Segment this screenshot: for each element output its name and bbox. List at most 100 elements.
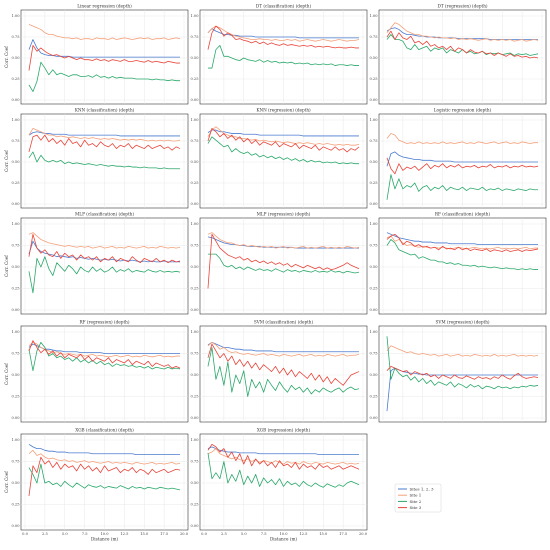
subplot: XGB (classification) (depth) 0.00 0.25 0.50… [4,428,189,542]
y-axis-label: Corr. Coef [4,150,9,172]
panel-title: RF (classification) (depth) [435,212,491,217]
y-tick-label: 0.00 [11,308,20,312]
y-tick-label: 0.50 [369,56,378,60]
y-tick-label: 1.00 [369,118,378,122]
series-line [28,131,181,137]
legend-label: Site 2 [410,499,422,504]
series-line [207,253,360,274]
y-tick-label: 0.25 [11,287,20,291]
y-tick-label: 1.00 [11,330,20,334]
y-tick-label: 0.50 [11,481,20,485]
subplot: XGB (regression) (depth) 0.00 0.25 0.50 0.75… [190,428,367,542]
panel-title: MLP (regression) (depth) [257,212,311,217]
series-line [386,133,539,144]
x-tick-label: 5.0 [62,532,68,536]
subplot: Linear regression (depth) 0.00 0.25 0.50 0.7… [4,4,189,105]
y-tick-label: 0.00 [11,202,20,206]
subplot: SVM (regression) (depth) 0.00 0.25 0.50 0.75… [369,320,547,423]
series-line [207,232,360,249]
legend-label: Sites 1, 2, 3 [410,486,434,491]
y-tick-label: 1.00 [11,14,20,18]
series-line [207,136,360,165]
panel-title: DT (regression) (depth) [437,4,487,9]
subplot: SVM (classification) (depth) 0.00 0.25 0.50… [190,320,368,423]
y-tick-label: 0.00 [11,98,20,102]
y-tick-label: 1.00 [11,222,20,226]
y-tick-label: 1.00 [190,14,199,18]
y-tick-label: 0.50 [190,481,199,485]
y-tick-label: 0.75 [11,244,20,248]
panel-title: XGB (regression) (depth) [257,428,311,433]
y-tick-label: 1.00 [369,14,378,18]
series-line [28,340,181,369]
series-line [207,25,360,42]
series-line [28,151,181,170]
series-line [386,157,539,175]
series-line [28,127,181,142]
y-tick-label: 0.25 [11,503,20,507]
y-tick-label: 0.75 [190,35,199,39]
y-tick-label: 1.00 [190,222,199,226]
series-line [28,449,181,465]
y-tick-label: 0.25 [369,77,378,81]
series-line [207,233,360,289]
series-line [386,233,539,252]
y-tick-label: 0.75 [369,352,378,356]
y-tick-label: 0.50 [190,373,199,377]
y-tick-label: 0.75 [11,352,20,356]
y-tick-label: 0.75 [190,244,199,248]
series-line [207,129,360,137]
y-tick-label: 1.00 [190,118,199,122]
y-tick-label: 0.00 [11,524,20,528]
y-tick-label: 0.75 [11,35,20,39]
panel-title: Logistic regression (depth) [434,108,492,113]
y-tick-label: 0.00 [369,416,378,420]
series-line [28,134,181,153]
y-tick-label: 0.00 [190,98,199,102]
series-line [207,127,360,153]
panel-title: XGB (classification) (depth) [75,428,134,433]
y-tick-label: 0.25 [11,77,20,81]
series-line [28,45,181,71]
series-line [386,174,539,200]
panel-title: MLP (classification) (depth) [75,212,134,217]
x-tick-label: 15.0 [319,532,328,536]
series-line [386,22,539,42]
series-line [28,233,181,264]
x-tick-label: 0.0 [201,532,207,536]
x-tick-label: 0.0 [22,532,28,536]
x-tick-label: 17.5 [339,532,348,536]
x-tick-label: 2.5 [42,532,48,536]
x-tick-label: 15.0 [140,532,149,536]
x-tick-label: 5.0 [241,532,247,536]
y-tick-label: 0.00 [190,308,199,312]
y-tick-label: 0.50 [11,56,20,60]
panel-title: DT (classification) (depth) [256,4,312,9]
series-line [386,367,539,412]
subplot: RF (regression) (depth) 0.00 0.25 0.50 0.75 1… [4,320,189,423]
series-line [386,345,539,357]
y-tick-label: 0.75 [190,139,199,143]
y-tick-label: 0.00 [190,416,199,420]
subplot: KNN (regression) (depth) 0.00 0.25 0.50 0.75… [190,108,368,209]
y-tick-label: 0.25 [190,503,199,507]
y-tick-label: 0.25 [190,181,199,185]
x-tick-label: 17.5 [160,532,169,536]
series-line [207,45,360,69]
subplot: KNN (classification) (depth) 0.00 0.25 0.50… [4,108,189,209]
y-tick-label: 0.25 [11,181,20,185]
y-tick-label: 0.25 [369,287,378,291]
series-line [207,341,360,357]
panel-title: SVM (regression) (depth) [435,320,489,325]
series-line [207,347,360,397]
y-axis-label: Corr. Coef [4,471,9,493]
x-tick-label: 10.0 [100,532,109,536]
y-tick-label: 0.50 [190,56,199,60]
x-tick-label: 7.5 [82,532,88,536]
series-line [28,256,181,294]
series-line [28,61,181,92]
panel-title: RF (regression) (depth) [80,320,130,325]
legend-label: Site 3 [410,505,422,510]
y-tick-label: 0.50 [11,373,20,377]
series-line [28,443,181,456]
